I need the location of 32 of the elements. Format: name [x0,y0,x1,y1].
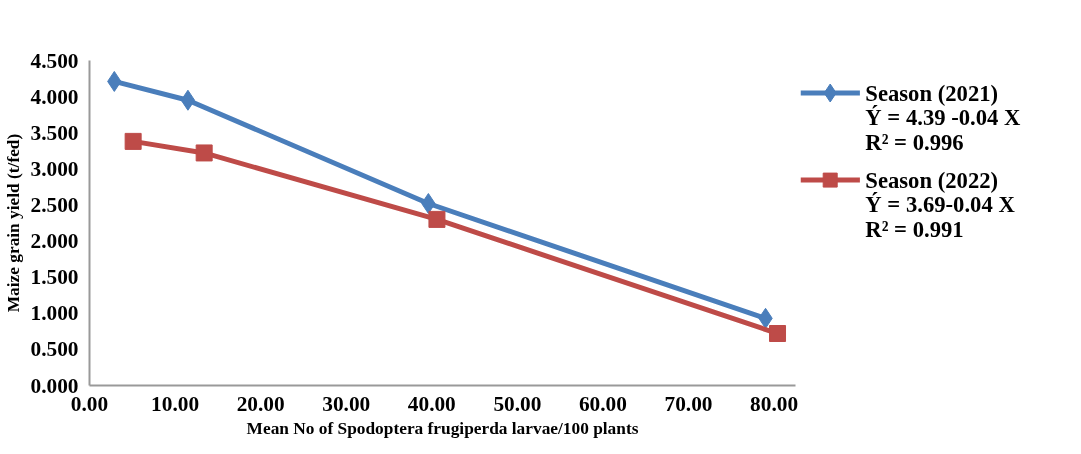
x-axis-title: Mean No of Spodoptera frugiperda larvae/100 plants [246,418,639,438]
x-tick-label: 50.00 [493,391,542,416]
y-tick-label: 4.500 [30,48,79,73]
point [428,210,446,228]
y-tick-label: 4.000 [30,84,79,109]
y-tick-label: 2.000 [30,229,79,254]
y-tick-label: 2.500 [30,192,79,217]
x-tick-label: 30.00 [322,391,371,416]
point [180,89,196,111]
x-tick-label: 40.00 [407,391,456,416]
x-tick-label: 60.00 [578,391,627,416]
legend-label: Season (2021) [865,80,999,106]
y-tick-label: 0.500 [30,337,79,362]
x-tick-label: 20.00 [236,391,285,416]
point [421,193,436,214]
point [124,132,142,150]
legend-label: Season (2022) [865,167,999,193]
y-axis-title: Maize grain yield (t/fed) [3,133,23,313]
text: R² = 0.996 [865,129,964,155]
text: R² = 0.991 [865,217,964,242]
x-tick-label: 70.00 [664,391,713,416]
point [195,144,213,162]
text: Ý = 3.69-0.04 X [865,192,1016,218]
y-tick-label: 3.000 [30,156,79,181]
point [769,325,787,342]
text: Ý = 4.39 -0.04 X [865,105,1022,131]
y-tick-label: 0.000 [30,373,79,398]
y-tick-label: 1.500 [30,265,79,290]
y-tick-label: 3.500 [30,120,79,145]
y-tick-label: 1.000 [30,301,79,326]
x-tick-label: 10.00 [151,391,200,416]
x-tick-label: 80.00 [750,391,799,416]
